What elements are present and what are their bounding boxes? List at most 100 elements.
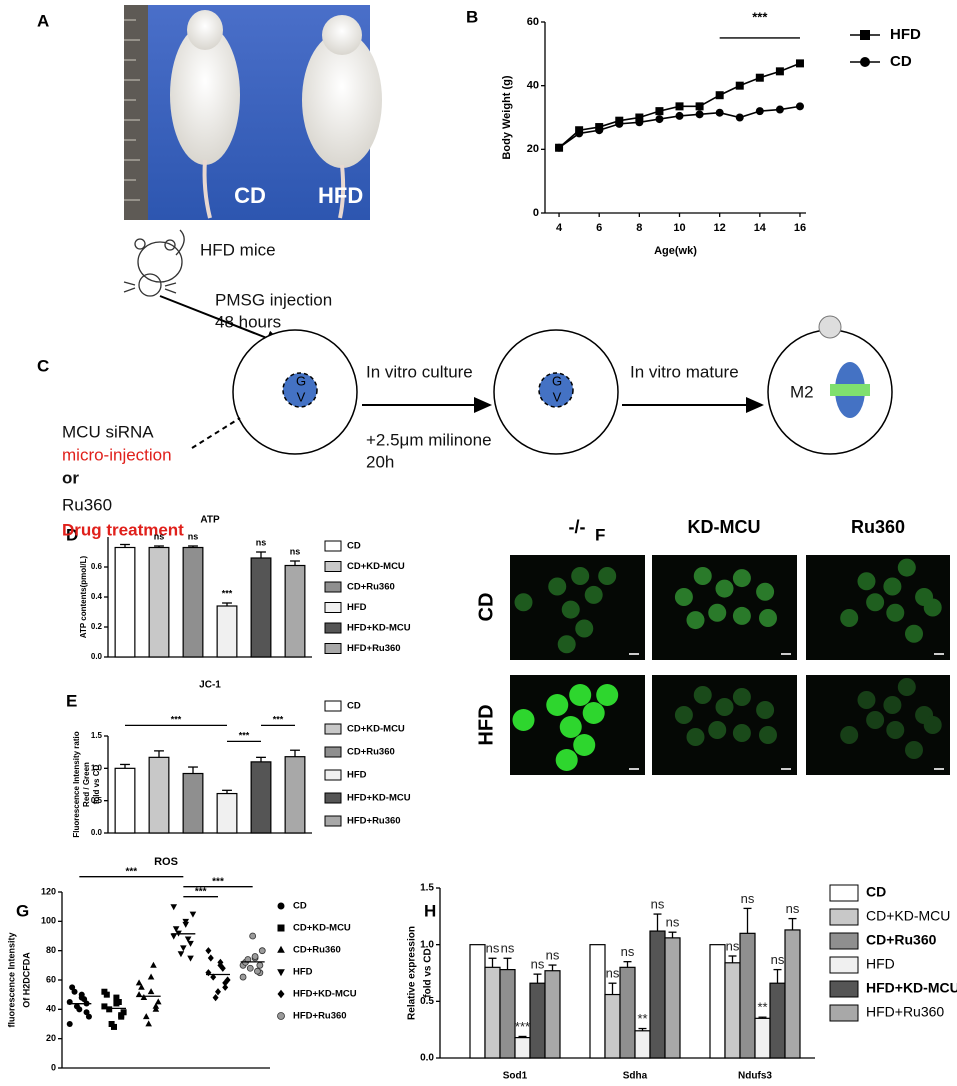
legend-label: CD (293, 901, 307, 912)
legend-marker (277, 945, 285, 953)
significance-label: *** (171, 715, 182, 725)
panel-label: C (37, 356, 49, 375)
oocyte-spot (598, 567, 617, 585)
point (735, 113, 744, 122)
legend-marker (277, 902, 285, 910)
oocyte-spot (674, 706, 693, 724)
y-axis-label: Of H2DCFDA (21, 952, 31, 1008)
point (755, 107, 764, 116)
point (147, 988, 155, 995)
x-tick-label: 4 (556, 222, 563, 234)
bar (284, 564, 306, 658)
point (189, 911, 197, 918)
significance-label: ns (606, 966, 620, 981)
panel-label: A (37, 11, 49, 30)
y-axis-label: Relative expression (407, 926, 418, 1020)
bar (784, 929, 801, 1059)
diagram-label: 48 hours (215, 312, 281, 331)
y-axis-label: Red / Green (82, 762, 91, 807)
diagram-label: micro-injection (62, 445, 172, 464)
point (555, 143, 564, 152)
diagram-label: Ru360 (62, 495, 112, 514)
scale-bar (629, 768, 639, 770)
y-tick-label: 0.6 (91, 562, 103, 571)
oocyte-spot (555, 749, 578, 771)
legend-label: HFD+Ru360 (293, 1011, 347, 1022)
scale-bar (934, 768, 944, 770)
scale-bar (781, 768, 791, 770)
point (180, 945, 187, 952)
point (222, 983, 229, 991)
photo (124, 5, 382, 220)
legend-marker (860, 57, 870, 67)
oocyte-spot (573, 734, 596, 756)
bar (114, 546, 136, 658)
oocyte-spot (857, 691, 876, 709)
oocyte-spot (732, 569, 751, 588)
point (249, 932, 257, 940)
oocyte-spot (596, 684, 619, 706)
legend-label: CD (347, 701, 361, 712)
significance-label: ns (531, 957, 545, 972)
oocyte-spot (883, 577, 902, 596)
bar (484, 966, 501, 1059)
oocyte-spot (840, 609, 859, 627)
point (207, 954, 214, 962)
oocyte-spot (732, 724, 751, 742)
point (177, 951, 185, 958)
significance-label: ns (188, 531, 199, 541)
point (182, 921, 190, 928)
point (170, 904, 178, 911)
arrow (159, 295, 284, 346)
point (205, 969, 212, 977)
oocyte-spot (732, 688, 751, 706)
oocyte-spot (715, 579, 734, 598)
legend-label: HFD+Ru360 (347, 643, 401, 654)
photo-label: CD (234, 183, 266, 208)
significance-label: *** (515, 1019, 530, 1034)
chart-title: ATP (200, 515, 220, 526)
significance-label: ns (726, 938, 740, 953)
oocyte-spot (514, 593, 533, 612)
bar (544, 970, 561, 1059)
point (111, 1023, 117, 1030)
y-axis-label: fold vs CD (423, 948, 434, 997)
point (595, 126, 604, 135)
point (118, 1012, 125, 1019)
y-tick-label: 0.2 (91, 622, 103, 631)
bar (529, 982, 546, 1059)
diagram-label: PMSG injection (215, 290, 332, 309)
row-header: HFD (475, 704, 497, 745)
oocyte-spot (693, 567, 712, 585)
legend-swatch (324, 769, 342, 781)
point (150, 961, 157, 968)
oocyte-spot (759, 609, 777, 627)
legend-marker (277, 969, 285, 977)
y-tick-label: 0.4 (91, 592, 103, 601)
chromosomes (830, 384, 870, 396)
bar (148, 756, 170, 834)
legend-swatch (324, 540, 342, 552)
bar (499, 968, 516, 1059)
y-axis-label: Fluorescence Intensity ratio (72, 731, 81, 837)
point (138, 983, 145, 990)
oocyte-spot (686, 728, 705, 746)
significance-label: ns (651, 897, 665, 912)
point (172, 926, 180, 933)
legend-swatch (324, 723, 342, 735)
point (69, 984, 76, 991)
oocyte-spot (559, 716, 582, 738)
chart-title: ROS (154, 856, 178, 868)
legend-label: CD (347, 541, 361, 552)
panel-label: G (16, 901, 29, 920)
diagram-label: M2 (790, 382, 814, 401)
point (735, 81, 744, 90)
point (217, 958, 224, 966)
legend-swatch (324, 792, 342, 804)
oocyte-spot (708, 603, 727, 622)
panel-label: H (424, 901, 436, 920)
point (246, 964, 254, 972)
point (135, 979, 143, 986)
diagram-label: HFD mice (200, 240, 276, 259)
